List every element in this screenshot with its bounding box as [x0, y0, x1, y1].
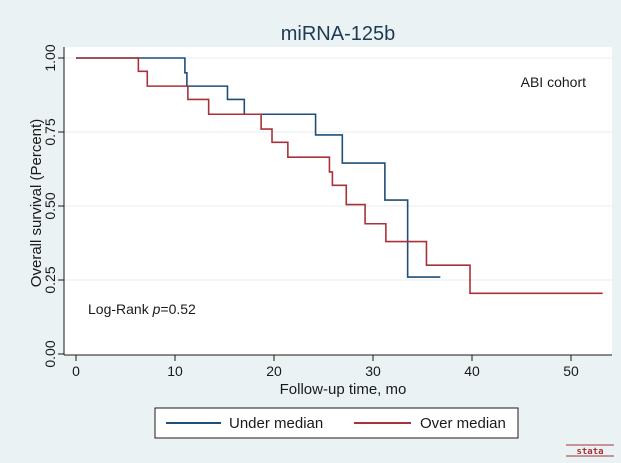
- x-tick-label: 0: [72, 363, 80, 379]
- y-tick-label: 0.50: [42, 192, 58, 219]
- x-tick-label: 40: [464, 363, 480, 379]
- series-layer: [76, 57, 603, 295]
- y-tick-label: 0.25: [42, 266, 58, 293]
- stata-logo-text: stata: [576, 447, 603, 457]
- logrank-prefix: Log-Rank: [88, 301, 153, 317]
- series-line-under-median: [76, 57, 441, 278]
- x-tick-label: 10: [167, 363, 183, 379]
- chart-title: miRNA-125b: [281, 23, 395, 45]
- y-tick-label: 1.00: [42, 44, 58, 71]
- y-axis-label: Overall survival (Percent): [28, 119, 45, 287]
- legend: Under median Over median: [154, 407, 519, 439]
- y-tick-label: 0.00: [42, 340, 58, 367]
- series-line-over-median: [76, 57, 603, 295]
- logrank-annotation: Log-Rank p=0.52: [88, 301, 196, 317]
- x-tick-label: 20: [266, 363, 282, 379]
- legend-label-under-median: Under median: [229, 415, 323, 432]
- x-axis-label: Follow-up time, mo: [280, 381, 407, 398]
- plot-area: [64, 47, 612, 355]
- legend-box: [154, 407, 519, 439]
- logrank-p-symbol: p: [152, 301, 161, 317]
- logrank-value: =0.52: [160, 301, 196, 317]
- x-tick-label: 50: [563, 363, 579, 379]
- cohort-annotation: ABI cohort: [521, 74, 586, 90]
- legend-label-over-median: Over median: [420, 415, 506, 432]
- axis-layer: 0.00 0.25 0.50 0.75 1.00 0 10 20 30 40 50: [42, 44, 612, 379]
- stata-logo: stata: [566, 444, 614, 457]
- x-tick-label: 30: [365, 363, 381, 379]
- y-tick-label: 0.75: [42, 118, 58, 145]
